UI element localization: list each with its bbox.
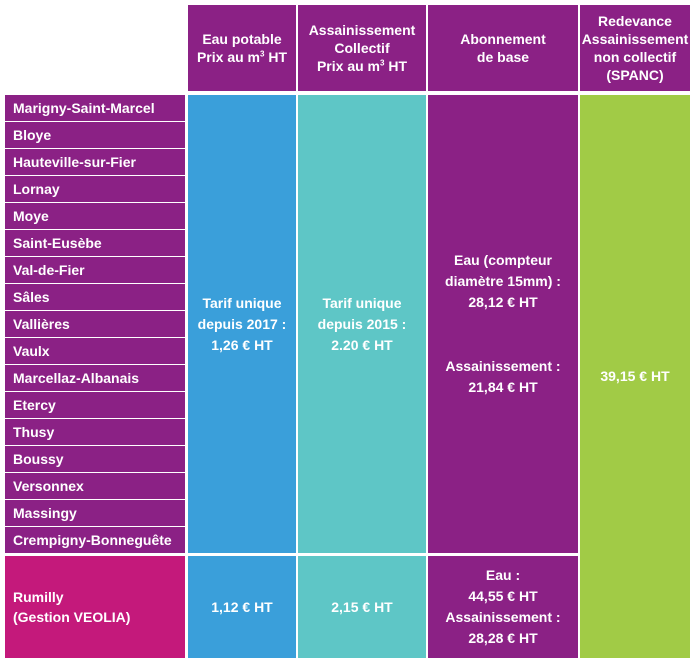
town-row: Versonnex bbox=[5, 473, 185, 499]
town-row: Sâles bbox=[5, 284, 185, 310]
group-assainissement-line3: 2.20 € HT bbox=[331, 336, 393, 353]
rumilly-assainissement-text: 2,15 € HT bbox=[331, 598, 393, 615]
group-abonnement-eau-line3: 28,12 € HT bbox=[468, 294, 538, 310]
rumilly-abonnement-line3: Assainissement : bbox=[445, 609, 561, 625]
header-assainissement-line3: Prix au m3 HT bbox=[316, 58, 408, 74]
town-row: Vallières bbox=[5, 311, 185, 337]
rumilly-eau-potable: 1,12 € HT bbox=[188, 556, 296, 658]
town-row: Vaulx bbox=[5, 338, 185, 364]
header-redevance: Redevance Assainissement non collectif (… bbox=[580, 5, 690, 91]
header-redevance-line1: Redevance bbox=[598, 13, 672, 29]
town-row: Massingy bbox=[5, 500, 185, 526]
redevance-value: 39,15 € HT bbox=[580, 95, 690, 658]
rumilly-name-line1: Rumilly bbox=[13, 589, 64, 605]
town-row: Boussy bbox=[5, 446, 185, 472]
rumilly-abonnement: Eau : 44,55 € HT Assainissement : 28,28 … bbox=[428, 556, 578, 658]
rumilly-abonnement-line1: Eau : bbox=[485, 567, 521, 583]
town-row: Marigny-Saint-Marcel bbox=[5, 95, 185, 121]
group-eau-potable: Tarif unique depuis 2017 : 1,26 € HT bbox=[188, 95, 296, 553]
town-row: Hauteville-sur-Fier bbox=[5, 149, 185, 175]
town-row: Moye bbox=[5, 203, 185, 229]
rumilly-name: Rumilly (Gestion VEOLIA) bbox=[5, 556, 185, 658]
town-row: Crempigny-Bonneguête bbox=[5, 527, 185, 553]
rumilly-abonnement-line2: 44,55 € HT bbox=[468, 588, 538, 604]
group-abonnement-eau-line2: diamètre 15mm) : bbox=[445, 273, 561, 289]
town-row: Thusy bbox=[5, 419, 185, 445]
header-abonnement-line1: Abonnement bbox=[460, 31, 546, 47]
group-abonnement-eau-line1: Eau (compteur bbox=[453, 252, 552, 268]
header-eau-potable: Eau potable Prix au m3 HT bbox=[188, 5, 296, 91]
header-abonnement-line2: de base bbox=[476, 49, 530, 65]
header-redevance-line2: Assainissement bbox=[581, 31, 689, 47]
rumilly-assainissement: 2,15 € HT bbox=[298, 556, 426, 658]
group-abonnement-assain-line1: Assainissement : bbox=[445, 358, 561, 374]
redevance-value-text: 39,15 € HT bbox=[600, 368, 670, 384]
group-eau-potable-line2: depuis 2017 : bbox=[197, 315, 287, 332]
header-eau-potable-line2: Prix au m3 HT bbox=[196, 49, 288, 65]
town-row: Marcellaz-Albanais bbox=[5, 365, 185, 391]
town-row: Bloye bbox=[5, 122, 185, 148]
rumilly-abonnement-line4: 28,28 € HT bbox=[468, 630, 538, 646]
rumilly-name-line2: (Gestion VEOLIA) bbox=[13, 609, 131, 625]
header-redevance-line3: non collectif bbox=[593, 49, 677, 65]
header-assainissement: Assainissement Collectif Prix au m3 HT bbox=[298, 5, 426, 91]
town-row: Lornay bbox=[5, 176, 185, 202]
group-eau-potable-line1: Tarif unique bbox=[202, 294, 282, 311]
header-assainissement-line1: Assainissement bbox=[308, 22, 416, 38]
group-eau-potable-line3: 1,26 € HT bbox=[211, 336, 273, 353]
group-assainissement-line2: depuis 2015 : bbox=[317, 315, 407, 332]
header-abonnement: Abonnement de base bbox=[428, 5, 578, 91]
rumilly-eau-potable-text: 1,12 € HT bbox=[211, 598, 273, 615]
group-assainissement-line1: Tarif unique bbox=[322, 294, 402, 311]
header-assainissement-line2: Collectif bbox=[334, 40, 390, 56]
town-row: Saint-Eusèbe bbox=[5, 230, 185, 256]
group-abonnement-assain-line2: 21,84 € HT bbox=[468, 379, 538, 395]
header-redevance-line4: (SPANC) bbox=[606, 67, 664, 83]
town-row: Etercy bbox=[5, 392, 185, 418]
group-assainissement: Tarif unique depuis 2015 : 2.20 € HT bbox=[298, 95, 426, 553]
header-eau-potable-line1: Eau potable bbox=[202, 31, 282, 47]
town-row: Val-de-Fier bbox=[5, 257, 185, 283]
group-abonnement: Eau (compteur diamètre 15mm) : 28,12 € H… bbox=[428, 95, 578, 553]
